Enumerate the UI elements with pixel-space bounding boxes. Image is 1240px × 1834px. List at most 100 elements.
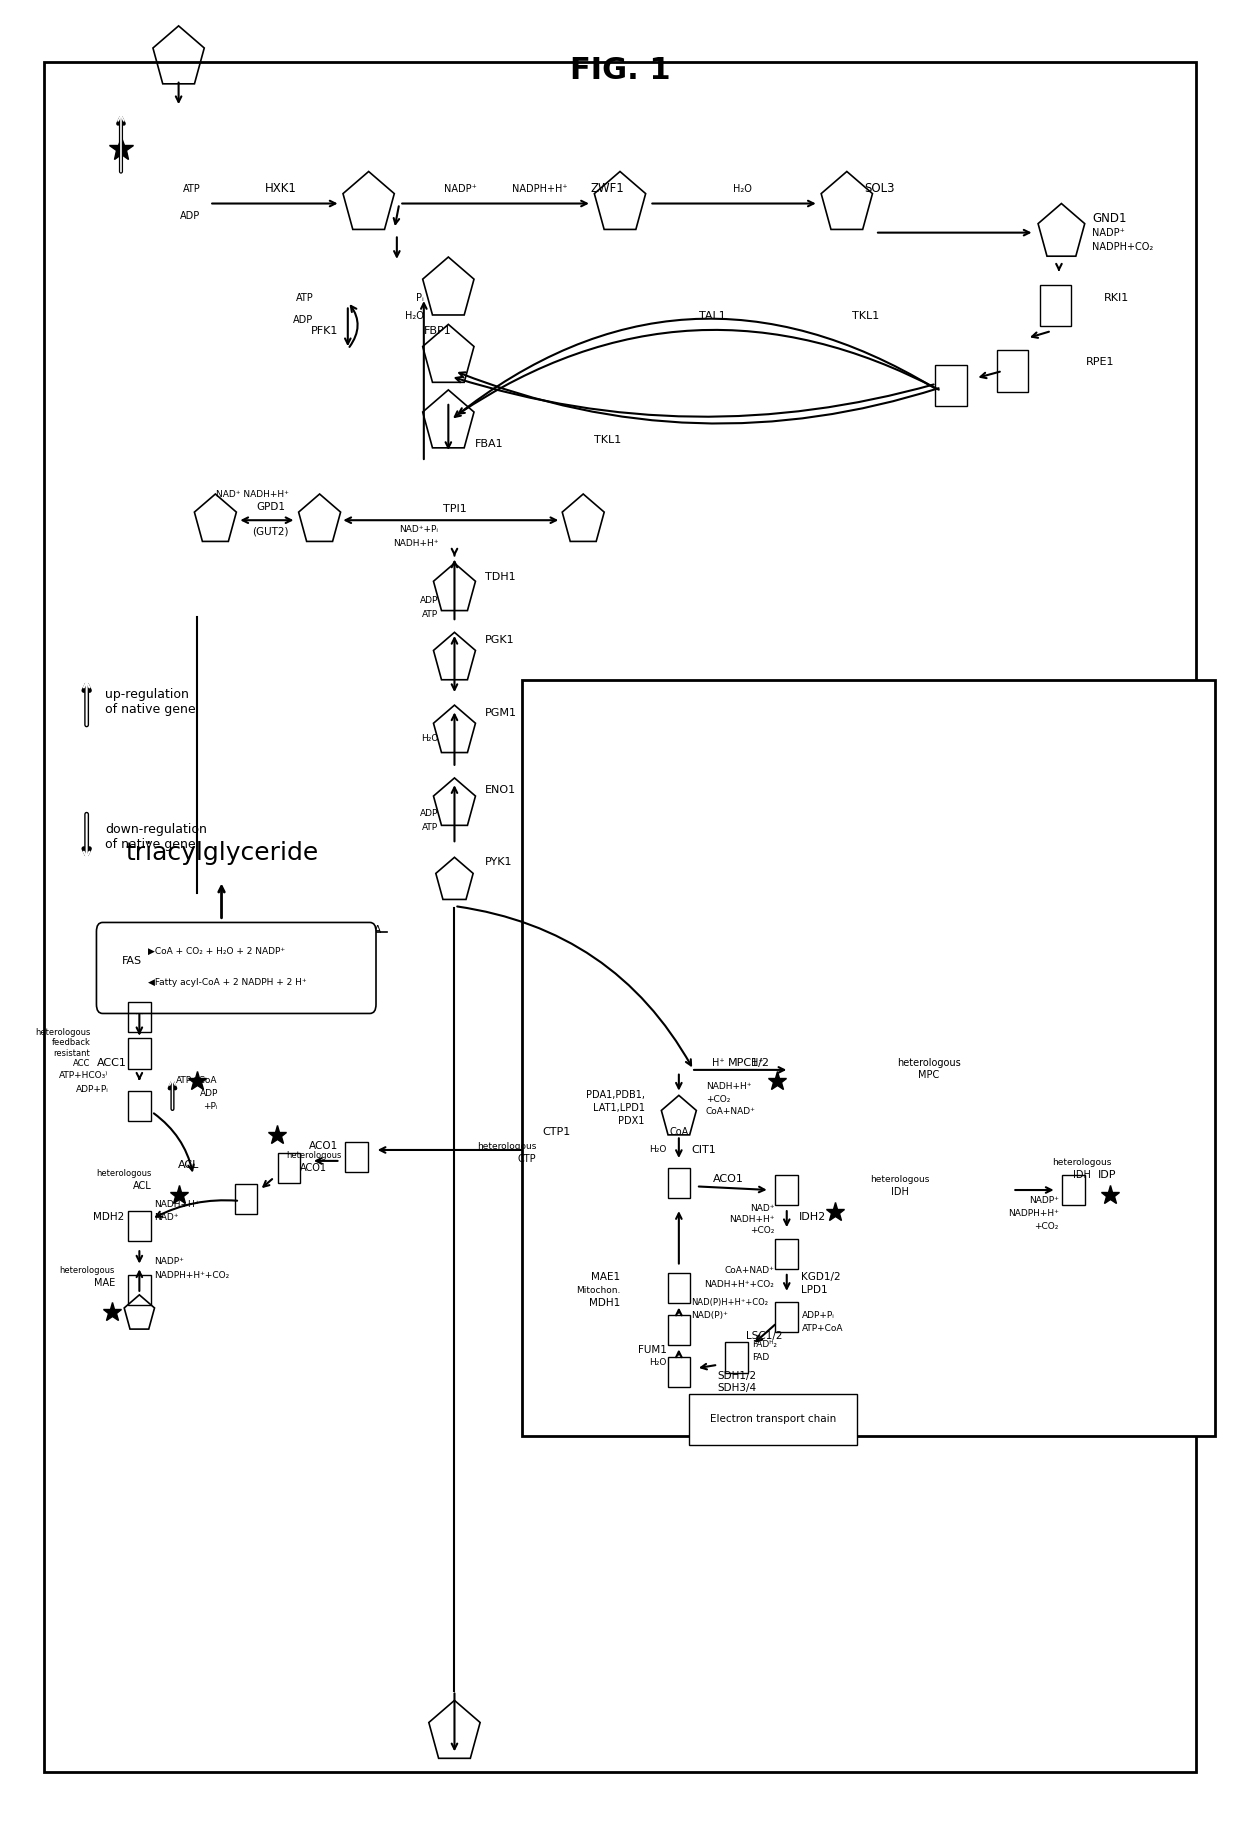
Text: ADP: ADP xyxy=(200,1089,218,1099)
Text: GPD1: GPD1 xyxy=(255,503,285,512)
Text: down-regulation
of native gene: down-regulation of native gene xyxy=(105,823,207,851)
Text: CoA+NAD⁺: CoA+NAD⁺ xyxy=(724,1265,775,1275)
Text: ADP: ADP xyxy=(293,315,314,325)
Text: NAD⁺+Pᵢ: NAD⁺+Pᵢ xyxy=(399,525,439,534)
Text: NAD(P)⁺: NAD(P)⁺ xyxy=(691,1311,728,1320)
Text: Mitochon.: Mitochon. xyxy=(575,1286,620,1295)
Text: NADP⁺: NADP⁺ xyxy=(1092,227,1125,238)
Text: NAD⁺: NAD⁺ xyxy=(750,1203,775,1212)
Text: heterologous: heterologous xyxy=(477,1143,537,1150)
Text: SDH1/2: SDH1/2 xyxy=(717,1370,756,1381)
Text: MAE: MAE xyxy=(93,1278,115,1287)
Text: SDH3/4: SDH3/4 xyxy=(717,1383,756,1394)
Text: IDP: IDP xyxy=(1099,1170,1117,1181)
Text: HXK1: HXK1 xyxy=(264,182,296,196)
Text: NADH+H⁺: NADH+H⁺ xyxy=(706,1082,751,1091)
Text: CIT1: CIT1 xyxy=(691,1144,715,1155)
Text: TAL1: TAL1 xyxy=(698,312,725,321)
Text: +Pᵢ: +Pᵢ xyxy=(203,1102,218,1111)
Text: H₂O: H₂O xyxy=(422,734,439,743)
Text: FADᴴ₂: FADᴴ₂ xyxy=(753,1341,777,1350)
Text: ACL: ACL xyxy=(177,1159,200,1170)
Text: ACO1: ACO1 xyxy=(309,1141,339,1152)
Text: NADPH+H⁺: NADPH+H⁺ xyxy=(1008,1209,1059,1218)
Text: SOL3: SOL3 xyxy=(864,182,895,196)
Text: PDX1: PDX1 xyxy=(619,1115,645,1126)
Text: CoA+NAD⁺: CoA+NAD⁺ xyxy=(706,1108,755,1117)
Text: Extended fatty acyl-CoA: Extended fatty acyl-CoA xyxy=(254,924,381,935)
Text: ATP+HCO₃⁾: ATP+HCO₃⁾ xyxy=(60,1071,109,1080)
Text: NADH+H⁺+CO₂: NADH+H⁺+CO₂ xyxy=(704,1280,775,1289)
Text: MDH1: MDH1 xyxy=(589,1298,620,1308)
Text: FAD: FAD xyxy=(753,1353,770,1363)
Text: ZWF1: ZWF1 xyxy=(591,182,625,196)
Text: TKL1: TKL1 xyxy=(852,312,879,321)
Text: IDH: IDH xyxy=(1074,1170,1091,1181)
Text: NAD⁺: NAD⁺ xyxy=(154,1212,179,1221)
Text: NADP⁺: NADP⁺ xyxy=(1029,1196,1059,1205)
Text: heterologous: heterologous xyxy=(60,1265,115,1275)
Text: FUM1: FUM1 xyxy=(637,1344,667,1355)
Text: IDH2: IDH2 xyxy=(799,1212,826,1221)
Text: heterologous: heterologous xyxy=(1053,1159,1112,1166)
Text: heterologous: heterologous xyxy=(897,1058,961,1067)
Text: ADP: ADP xyxy=(181,211,201,222)
Text: H₂O: H₂O xyxy=(650,1146,667,1154)
Text: ACO1: ACO1 xyxy=(713,1174,743,1185)
Text: RPE1: RPE1 xyxy=(1086,358,1115,367)
Text: +CO₂: +CO₂ xyxy=(706,1095,730,1104)
Text: MAE1: MAE1 xyxy=(591,1273,620,1282)
Text: LPD1: LPD1 xyxy=(801,1286,828,1295)
Text: IDH: IDH xyxy=(890,1187,909,1198)
Text: H⁺: H⁺ xyxy=(751,1058,764,1067)
Text: NADPH+H⁺+CO₂: NADPH+H⁺+CO₂ xyxy=(154,1271,229,1280)
Text: heterologous
feedback
resistant
ACC: heterologous feedback resistant ACC xyxy=(35,1027,91,1067)
Text: NADH+H⁺: NADH+H⁺ xyxy=(393,539,439,548)
Text: MPC1/2: MPC1/2 xyxy=(728,1058,770,1067)
Text: NAD(P)H+H⁺+CO₂: NAD(P)H+H⁺+CO₂ xyxy=(691,1298,768,1308)
Text: ATP: ATP xyxy=(423,611,439,620)
Text: ADP: ADP xyxy=(420,596,439,605)
FancyBboxPatch shape xyxy=(522,680,1215,1436)
Text: LSC1/2: LSC1/2 xyxy=(746,1331,782,1341)
Text: ACC1: ACC1 xyxy=(97,1058,128,1067)
Text: ◀Fatty acyl-CoA + 2 NADPH + 2 H⁺: ◀Fatty acyl-CoA + 2 NADPH + 2 H⁺ xyxy=(148,978,306,987)
Text: ENO1: ENO1 xyxy=(485,785,516,794)
Text: heterologous: heterologous xyxy=(97,1168,151,1177)
Text: KGD1/2: KGD1/2 xyxy=(801,1273,841,1282)
Text: CoA: CoA xyxy=(670,1126,688,1137)
Text: heterologous: heterologous xyxy=(285,1152,341,1159)
Text: ACO1: ACO1 xyxy=(300,1163,327,1174)
Text: ATP: ATP xyxy=(184,183,201,194)
Text: Pᵢ: Pᵢ xyxy=(415,293,424,303)
Text: FBP1: FBP1 xyxy=(424,326,451,336)
Text: FIG. 1: FIG. 1 xyxy=(569,57,671,84)
Text: TDH1: TDH1 xyxy=(485,572,516,581)
Text: PYK1: PYK1 xyxy=(485,858,512,867)
Text: MDH2: MDH2 xyxy=(93,1212,125,1221)
Text: NADP⁺: NADP⁺ xyxy=(154,1256,184,1265)
Text: TPI1: TPI1 xyxy=(443,504,466,514)
Text: ATP: ATP xyxy=(423,823,439,833)
Text: LAT1,LPD1: LAT1,LPD1 xyxy=(593,1102,645,1113)
Text: ATP+CoA: ATP+CoA xyxy=(176,1077,218,1086)
Text: up-regulation
of native gene: up-regulation of native gene xyxy=(105,688,196,717)
Text: PDA1,PDB1,: PDA1,PDB1, xyxy=(585,1091,645,1100)
Text: MPC: MPC xyxy=(919,1071,940,1080)
Text: H₂O: H₂O xyxy=(405,312,424,321)
Text: ADP: ADP xyxy=(420,809,439,818)
Text: PFK1: PFK1 xyxy=(310,326,339,336)
Text: H₂O: H₂O xyxy=(733,183,751,194)
Text: GND1: GND1 xyxy=(1092,211,1127,224)
Text: NAD⁺ NADH+H⁺: NAD⁺ NADH+H⁺ xyxy=(216,490,289,499)
FancyBboxPatch shape xyxy=(97,923,376,1014)
Text: PGM1: PGM1 xyxy=(485,708,517,719)
Text: triacylglyceride: triacylglyceride xyxy=(125,842,319,866)
Text: +CO₂: +CO₂ xyxy=(1034,1221,1059,1231)
Text: RKI1: RKI1 xyxy=(1105,293,1130,303)
Text: NADPH+CO₂: NADPH+CO₂ xyxy=(1092,242,1153,253)
Text: TKL1: TKL1 xyxy=(594,435,621,446)
Text: heterologous: heterologous xyxy=(870,1174,929,1183)
Text: NADP⁺: NADP⁺ xyxy=(444,183,477,194)
Text: H₂O: H₂O xyxy=(650,1359,667,1368)
